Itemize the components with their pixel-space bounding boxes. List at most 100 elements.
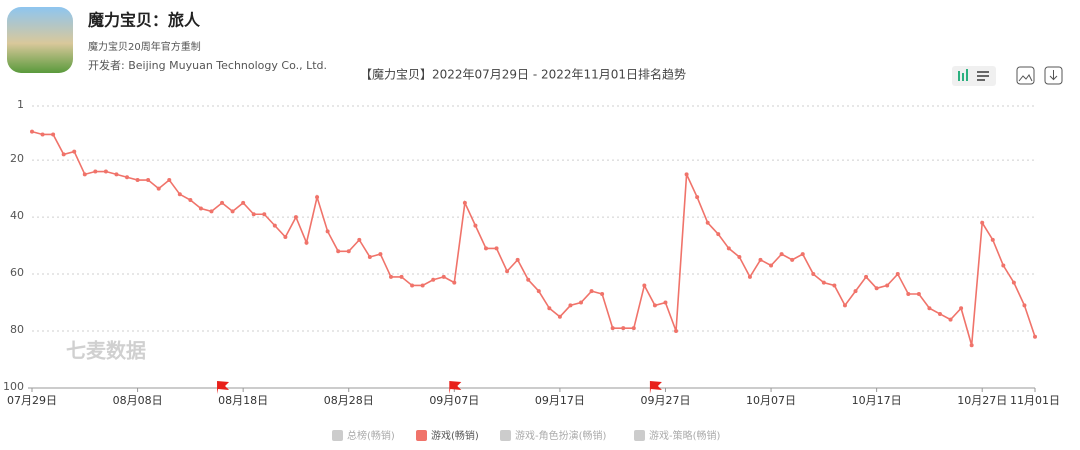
point [262, 212, 267, 217]
point [431, 277, 436, 282]
y-tick-label: 80 [10, 323, 24, 336]
point [1033, 334, 1037, 339]
event-flag [217, 381, 230, 394]
x-tick-label: 08月08日 [113, 394, 163, 407]
app-name: 魔力宝贝：旅人 [88, 11, 201, 30]
point [811, 272, 816, 277]
point [452, 280, 457, 285]
icon-part [958, 71, 960, 81]
watermark: 七麦数据 [66, 339, 146, 363]
point [536, 289, 541, 294]
point [251, 212, 256, 217]
point [800, 252, 805, 257]
point [494, 246, 499, 251]
point [557, 314, 562, 319]
event-flag [649, 381, 662, 394]
point [40, 132, 45, 137]
x-tick-label: 11月01日 [1010, 394, 1060, 407]
legend-label[interactable]: 总榜(畅销) [347, 429, 395, 442]
point [399, 274, 404, 279]
point [916, 292, 921, 296]
x-tick-label: 10月27日 [957, 394, 1007, 407]
point [473, 223, 478, 228]
point [114, 172, 119, 177]
point [188, 198, 193, 202]
point [336, 249, 341, 254]
point [779, 252, 784, 257]
point [547, 306, 552, 311]
event-flag [449, 381, 462, 394]
point [705, 220, 710, 225]
x-tick-label: 09月27日 [640, 394, 690, 407]
point [135, 178, 140, 183]
point [568, 303, 573, 308]
icon-part [977, 79, 985, 81]
legend-label[interactable]: 游戏-策略(畅销) [649, 429, 721, 442]
point [230, 209, 235, 214]
icon-part [966, 69, 968, 81]
point [610, 326, 615, 331]
x-tick-label: 10月07日 [746, 394, 796, 407]
point [177, 192, 182, 197]
icon-part [962, 73, 964, 81]
point [462, 200, 467, 205]
point [769, 263, 774, 268]
y-tick-label: 100 [3, 380, 24, 393]
point [695, 195, 700, 200]
point [959, 306, 964, 311]
x-tick-label: 09月07日 [429, 394, 479, 407]
point [410, 283, 415, 288]
icon-part [1049, 70, 1058, 81]
point [61, 152, 66, 157]
point [388, 274, 393, 279]
x-tick-label: 07月29日 [7, 394, 57, 407]
x-tick-label: 09月17日 [535, 394, 585, 407]
legend-swatch [500, 430, 511, 441]
point [906, 292, 911, 296]
point [315, 195, 320, 200]
download-button[interactable] [1044, 66, 1063, 85]
point [198, 206, 203, 211]
icon-part [977, 71, 989, 73]
y-tick-label: 20 [10, 152, 24, 165]
point [948, 317, 953, 322]
legend-label[interactable]: 游戏-角色扮演(畅销) [515, 429, 607, 442]
y-tick-label: 1 [17, 98, 24, 111]
point [325, 229, 330, 234]
point [853, 289, 858, 294]
legend-label[interactable]: 游戏(畅销) [431, 429, 479, 442]
point [420, 283, 425, 288]
point [631, 326, 636, 331]
toolbar [952, 66, 1063, 86]
point [726, 246, 731, 251]
legend-swatch [332, 430, 343, 441]
point [600, 292, 605, 296]
point [146, 178, 151, 183]
point [505, 269, 510, 274]
point [483, 246, 488, 251]
point [283, 235, 288, 240]
point [684, 172, 689, 177]
point [864, 274, 869, 279]
point [30, 129, 34, 134]
point [346, 249, 351, 254]
point [790, 257, 795, 262]
point [367, 254, 372, 259]
point [515, 257, 520, 262]
point [441, 274, 446, 279]
point [621, 326, 626, 331]
icon-part [1018, 74, 1033, 82]
point [937, 311, 942, 316]
point [716, 232, 721, 237]
image-button[interactable] [1016, 66, 1035, 85]
point [821, 280, 826, 285]
point [874, 286, 879, 291]
point [357, 237, 362, 242]
point [990, 237, 995, 242]
x-tick-label: 08月28日 [324, 394, 374, 407]
y-tick-label: 60 [10, 266, 24, 279]
point [980, 220, 985, 225]
point [832, 283, 837, 288]
point [125, 175, 130, 180]
